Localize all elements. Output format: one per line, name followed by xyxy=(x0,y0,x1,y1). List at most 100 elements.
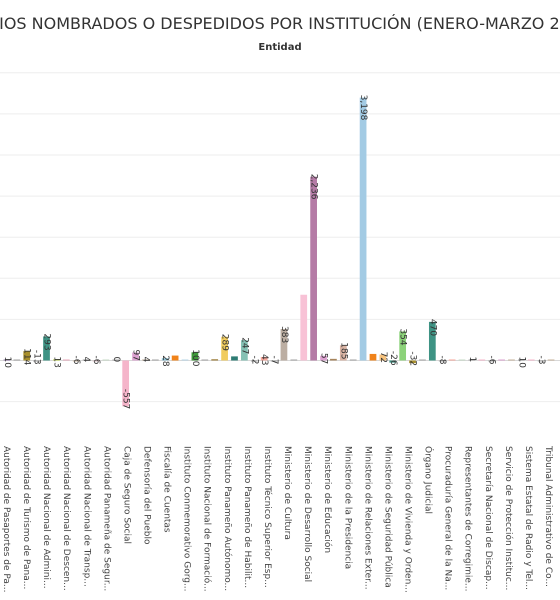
bar[interactable] xyxy=(369,353,377,361)
bar[interactable] xyxy=(349,359,357,361)
bar[interactable] xyxy=(33,360,40,362)
bar[interactable] xyxy=(409,360,416,364)
bar[interactable] xyxy=(191,352,199,361)
category-label: Instituto Panameño de Habilit... xyxy=(242,446,252,588)
bar[interactable] xyxy=(537,360,545,362)
bar[interactable] xyxy=(310,176,317,361)
data-label: 43 xyxy=(259,354,269,365)
category-label: Órgano Judicial xyxy=(423,446,435,514)
bar[interactable] xyxy=(320,355,327,361)
data-label: 57 xyxy=(319,353,329,364)
bar[interactable] xyxy=(221,336,228,361)
bar[interactable] xyxy=(399,331,407,361)
bar[interactable] xyxy=(438,360,446,362)
bar[interactable] xyxy=(270,360,278,362)
bar[interactable] xyxy=(161,358,169,361)
bar[interactable] xyxy=(448,359,456,361)
data-label: 289 xyxy=(220,334,230,351)
bar[interactable] xyxy=(300,294,308,361)
data-label: 97 xyxy=(131,350,141,361)
bar[interactable] xyxy=(389,360,397,363)
column-header-label: Entidad xyxy=(258,42,302,53)
bar[interactable] xyxy=(339,345,347,361)
bar[interactable] xyxy=(458,359,466,361)
bar[interactable] xyxy=(330,358,337,361)
bar[interactable] xyxy=(359,97,367,361)
bar[interactable] xyxy=(527,359,535,361)
bar[interactable] xyxy=(428,321,436,361)
bar[interactable] xyxy=(72,360,80,362)
data-label: 13 xyxy=(51,356,61,367)
data-label: 114 xyxy=(22,348,32,365)
data-label: 3,198 xyxy=(358,95,368,121)
category-label: Ministerio de Relaciones Exter... xyxy=(362,446,372,590)
data-label: 28 xyxy=(160,355,170,367)
bar[interactable] xyxy=(241,340,248,361)
data-label: 354 xyxy=(398,328,408,345)
data-label: -6 xyxy=(71,356,81,365)
category-label: Instituto Panameño Autónomo... xyxy=(222,446,233,591)
bar[interactable] xyxy=(53,359,60,361)
bar[interactable] xyxy=(478,359,486,361)
category-label: Ministerio de Educación xyxy=(322,446,333,553)
category-label: Instituto Nacional de Formació... xyxy=(202,446,213,592)
bar[interactable] xyxy=(62,359,70,361)
bar[interactable] xyxy=(518,359,525,361)
bar[interactable] xyxy=(122,360,130,407)
bar[interactable] xyxy=(547,359,555,361)
bar[interactable] xyxy=(488,360,496,362)
bar[interactable] xyxy=(82,359,90,361)
bar[interactable] xyxy=(92,360,100,362)
bar[interactable] xyxy=(3,359,11,361)
bar[interactable] xyxy=(102,359,110,361)
bar[interactable] xyxy=(13,359,21,361)
bar[interactable] xyxy=(280,329,288,361)
category-label: Ministerio de Cultura xyxy=(282,446,292,540)
chart-title: RIOS NOMBRADOS O DESPEDIDOS POR INSTITUC… xyxy=(0,14,560,33)
data-label: 247 xyxy=(239,337,249,354)
bar[interactable] xyxy=(419,359,426,361)
bar[interactable] xyxy=(142,359,149,361)
category-label: Autoridad Panameña de Segur... xyxy=(101,446,111,591)
category-label: Representantes de Corregimie... xyxy=(463,446,473,592)
bar[interactable] xyxy=(43,336,50,361)
category-label: Secretaría Nacional de Discap... xyxy=(483,446,493,590)
bar[interactable] xyxy=(508,359,515,361)
data-label: 100 xyxy=(190,349,200,366)
bar[interactable] xyxy=(250,360,258,362)
bar[interactable] xyxy=(468,359,476,361)
category-label: Autoridad de Pasaportes de Pa... xyxy=(1,446,11,593)
category-label: Fiscalía de Cuentas xyxy=(162,446,172,533)
data-label: 10 xyxy=(2,357,12,369)
bar[interactable] xyxy=(201,359,209,361)
bar[interactable] xyxy=(132,352,139,361)
bar[interactable] xyxy=(211,359,219,361)
data-label: 10 xyxy=(516,357,526,369)
category-label: Ministerio de Vivienda y Orden... xyxy=(402,446,412,593)
bar[interactable] xyxy=(379,354,387,361)
data-label: -6 xyxy=(91,356,101,365)
data-label: 185 xyxy=(338,342,348,359)
bar[interactable] xyxy=(151,359,159,361)
category-label: Instituto Conmemorativo Gorg... xyxy=(182,446,192,592)
data-label: -8 xyxy=(437,356,447,365)
data-label: 0 xyxy=(111,357,121,363)
category-label: Caja de Seguro Social xyxy=(121,446,131,544)
category-label: Autoridad Nacional de Descen... xyxy=(61,446,71,591)
bar[interactable] xyxy=(498,359,505,361)
category-label: Tribunal Administrativo de Co... xyxy=(543,445,553,587)
bar[interactable] xyxy=(23,351,31,361)
bar[interactable] xyxy=(171,355,179,361)
category-labels: Autoridad de Pasaportes de Pa... Autorida… xyxy=(1,445,553,593)
bar[interactable] xyxy=(112,359,120,361)
bar[interactable] xyxy=(290,359,298,361)
bar[interactable] xyxy=(260,356,268,361)
bar[interactable] xyxy=(181,359,189,361)
category-label: Autoridad Nacional de Admini... xyxy=(41,446,51,589)
category-label: Servicio de Protección Instituc... xyxy=(503,446,514,590)
bar[interactable] xyxy=(231,356,238,361)
data-label: 72 xyxy=(378,352,388,363)
data-label: 4 xyxy=(140,357,150,363)
